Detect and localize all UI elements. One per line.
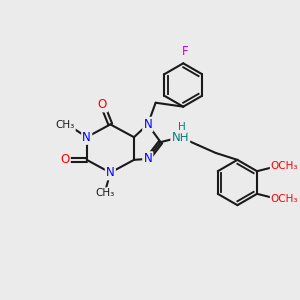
Text: CH₃: CH₃ [96,188,115,198]
Text: O: O [60,153,70,167]
Text: NH: NH [172,131,189,144]
Text: N: N [143,152,152,165]
Text: OCH₃: OCH₃ [271,161,298,171]
Text: CH₃: CH₃ [56,120,75,130]
Text: OCH₃: OCH₃ [271,194,298,204]
Text: F: F [182,45,188,58]
Text: N: N [82,131,91,144]
Text: H: H [178,122,186,132]
Text: N: N [143,118,152,131]
Text: O: O [98,98,107,111]
Text: N: N [106,166,115,179]
